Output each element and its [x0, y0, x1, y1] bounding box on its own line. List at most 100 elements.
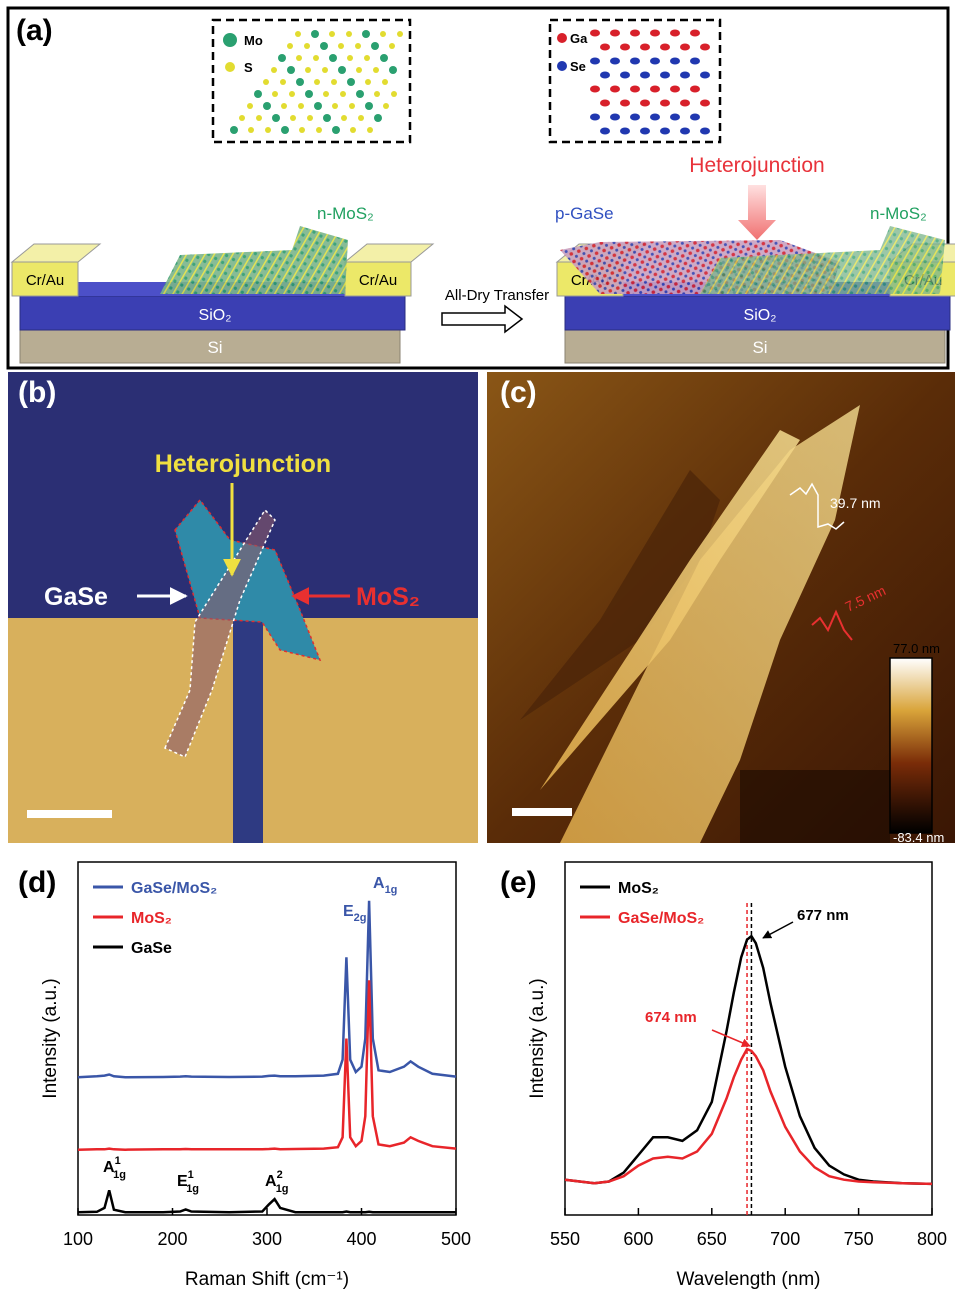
page: (a) Mo S Ga Se n-MoS₂ p-GaSe n-MoS₂ Hete…	[0, 0, 955, 1302]
peak-label-sup: 2	[277, 1169, 283, 1181]
panel-label: (e)	[500, 866, 537, 899]
atom	[590, 86, 600, 93]
panel-label: (d)	[18, 866, 56, 899]
atom-label: Se	[570, 59, 586, 74]
atom	[650, 86, 660, 93]
atom	[338, 43, 344, 49]
atom	[374, 91, 380, 97]
atom	[356, 90, 364, 98]
legend-label: MoS₂	[618, 880, 659, 897]
atom	[371, 42, 379, 50]
x-tick-label: 700	[770, 1229, 800, 1249]
x-tick-label: 600	[623, 1229, 653, 1249]
atom	[380, 54, 388, 62]
atom-label: Mo	[244, 33, 263, 48]
peak-label-sub: 2g	[354, 912, 367, 924]
atom	[680, 72, 690, 79]
atom	[620, 128, 630, 135]
substrate-label: Si	[752, 338, 767, 357]
atom	[670, 86, 680, 93]
x-tick-label: 500	[441, 1229, 471, 1249]
atom	[374, 114, 382, 122]
x-tick-label: 750	[844, 1229, 874, 1249]
peak-label: E11g	[177, 1169, 199, 1195]
atom	[323, 114, 331, 122]
substrate-label: Si	[207, 338, 222, 357]
atom	[680, 100, 690, 107]
atom	[680, 128, 690, 135]
atom	[265, 127, 271, 133]
atom	[340, 91, 346, 97]
atom	[600, 72, 610, 79]
colorbar	[890, 658, 932, 833]
scale-bar	[512, 808, 572, 816]
legend-label: GaSe/MoS₂	[618, 910, 704, 927]
atom	[254, 90, 262, 98]
x-tick-label: 300	[252, 1229, 282, 1249]
atom	[313, 55, 319, 61]
peak-label: E2g	[343, 903, 367, 924]
peak-label-main: A	[373, 875, 385, 892]
atom	[600, 44, 610, 51]
atom	[670, 114, 680, 121]
atom	[346, 31, 352, 37]
series-line	[565, 936, 932, 1184]
atom	[640, 72, 650, 79]
peak-label-sub: 1g	[276, 1183, 289, 1195]
atom	[620, 72, 630, 79]
x-tick-label: 400	[346, 1229, 376, 1249]
atom	[365, 102, 373, 110]
channel	[233, 618, 263, 843]
atom	[305, 90, 313, 98]
contact-label: Cr/Au	[359, 272, 397, 289]
atom	[307, 115, 313, 121]
atom	[296, 55, 302, 61]
atom	[660, 72, 670, 79]
atom	[320, 42, 328, 50]
x-axis-title: Wavelength (nm)	[677, 1269, 821, 1290]
atom	[640, 100, 650, 107]
atom	[700, 44, 710, 51]
atom	[660, 128, 670, 135]
legend-label: GaSe	[131, 940, 172, 957]
atom	[329, 54, 337, 62]
transfer-label: All-Dry Transfer	[445, 287, 549, 304]
atom	[690, 30, 700, 37]
atom	[650, 30, 660, 37]
atom	[630, 30, 640, 37]
annotation-arrow	[763, 922, 793, 938]
colorbar-label: 77.0 nm	[893, 641, 940, 656]
atom	[670, 58, 680, 65]
legend-label: MoS₂	[131, 910, 172, 927]
atom	[347, 78, 355, 86]
atom	[700, 100, 710, 107]
inset-box	[213, 20, 410, 142]
atom	[660, 100, 670, 107]
contact-label: Cr/Au	[26, 272, 64, 289]
peak-label-sup: 1	[115, 1155, 121, 1167]
oxide-label: SiO₂	[199, 307, 232, 324]
atom	[610, 114, 620, 121]
peak-label-main: E	[343, 903, 354, 920]
atom	[332, 103, 338, 109]
atom	[600, 128, 610, 135]
y-axis-title: Intensity (a.u.)	[40, 978, 61, 1098]
x-tick-label: 650	[697, 1229, 727, 1249]
afm-region	[740, 770, 890, 843]
atom	[349, 103, 355, 109]
atom-label: Ga	[570, 31, 588, 46]
atom	[287, 66, 295, 74]
peak-label: A1g	[373, 875, 397, 896]
x-tick-label: 550	[550, 1229, 580, 1249]
atom	[362, 30, 370, 38]
atom	[660, 44, 670, 51]
atom	[391, 91, 397, 97]
atom	[296, 78, 304, 86]
atom	[630, 58, 640, 65]
peak-label-sup: 1	[188, 1169, 194, 1181]
junction-label: Heterojunction	[689, 154, 824, 177]
atom	[314, 102, 322, 110]
peak-label-sub: 1g	[385, 884, 398, 896]
atom	[397, 31, 403, 37]
